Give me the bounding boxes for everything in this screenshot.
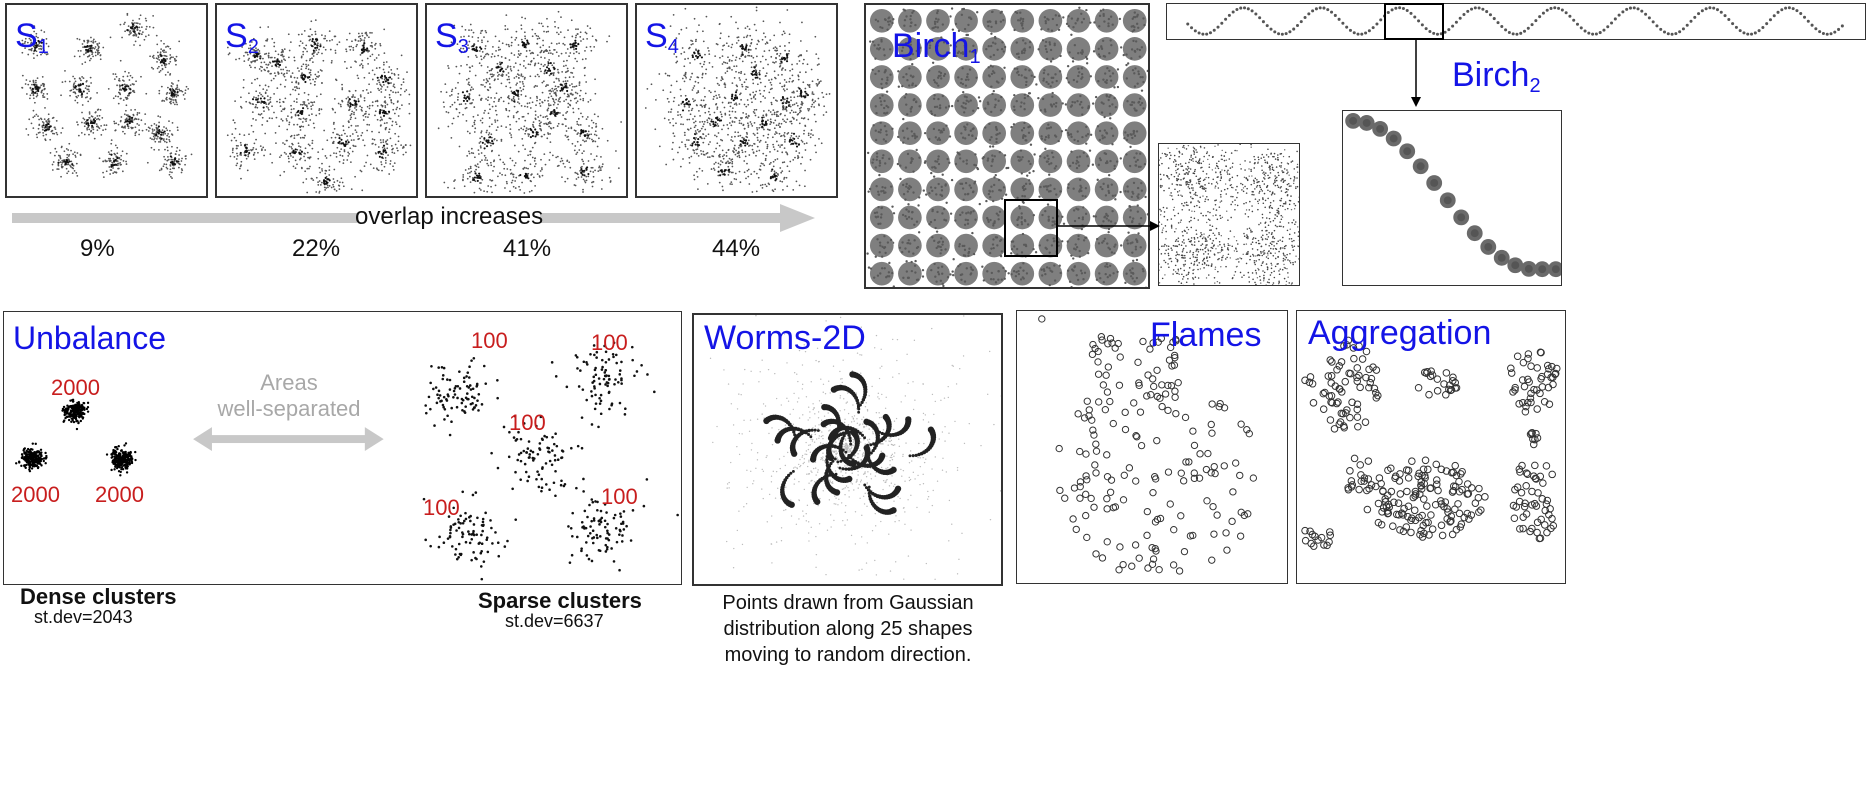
s4-percent: 44% [712,235,761,262]
dense-count-left: 2000 [11,482,60,507]
flames-panel: Flames [1016,310,1288,584]
s2-scatter [226,19,412,194]
sparse-count-4: 100 [423,495,460,520]
worms-caption: Points drawn from Gaussian distribution … [668,590,1028,668]
s3-percent: 41% [503,235,552,262]
unbalance-title: Unbalance [13,320,166,356]
dense-label: Dense clusters [20,584,177,609]
s1-scatter [21,12,193,180]
areas-note: Areas well-separated [189,370,389,423]
s4-scatter [644,6,831,193]
s3-scatter [437,10,622,194]
birch1-panel: Birch1 [864,3,1150,289]
birch1-zoom-panel [1158,143,1300,286]
sparse-std: st.dev=6637 [505,611,604,631]
s2-title: S2 [225,17,259,58]
sparse-count-5: 100 [601,484,638,509]
flames-title: Flames [1150,316,1262,354]
worms-panel: Worms-2D [692,313,1003,586]
sparse-count-2: 100 [591,330,628,355]
sparse-count-1: 100 [471,328,508,353]
unbalance-panel: Unbalance 2000 2000 2000 100 100 100 100… [3,311,682,585]
birch2-title: Birch2 [1452,56,1541,97]
worms-caption-line2: distribution along 25 shapes [723,618,973,640]
birch2-sine-strip [1186,6,1844,36]
overlap-label: overlap increases [355,203,544,230]
birch1-title: Birch1 [892,27,981,68]
s2-panel: S2 [215,3,418,198]
s4-title: S4 [645,17,679,58]
unbalance-scatter [15,341,679,581]
aggregation-panel: Aggregation [1296,310,1566,584]
birch1-zoom-scatter [1159,144,1299,285]
s1-panel: S1 [5,3,208,198]
flames-scatter [1038,315,1258,575]
dense-count-top: 2000 [51,375,100,400]
dense-std: st.dev=2043 [34,607,133,627]
s4-panel: S4 [635,3,838,198]
areas-line2: well-separated [217,396,361,422]
sparse-label: Sparse clusters [478,588,642,613]
birch1-grid [866,6,1148,287]
s2-percent: 22% [292,235,341,262]
s1-percent: 9% [80,235,115,262]
birch2-strip-panel [1166,3,1866,40]
dense-count-right: 2000 [95,482,144,507]
worms-caption-line1: Points drawn from Gaussian [722,592,974,614]
worms-caption-line3: moving to random direction. [724,644,972,666]
birch2-zoom-panel [1342,110,1562,286]
areas-line1: Areas [260,370,318,395]
birch2-zoom-curve [1345,112,1561,278]
s1-title: S1 [15,17,49,58]
aggregation-scatter [1301,336,1561,550]
s3-title: S3 [435,17,469,58]
s3-panel: S3 [425,3,628,198]
sparse-count-3: 100 [509,410,546,435]
aggregation-title: Aggregation [1308,314,1492,352]
worms-title: Worms-2D [704,319,866,357]
worms-scatter [709,315,1001,580]
